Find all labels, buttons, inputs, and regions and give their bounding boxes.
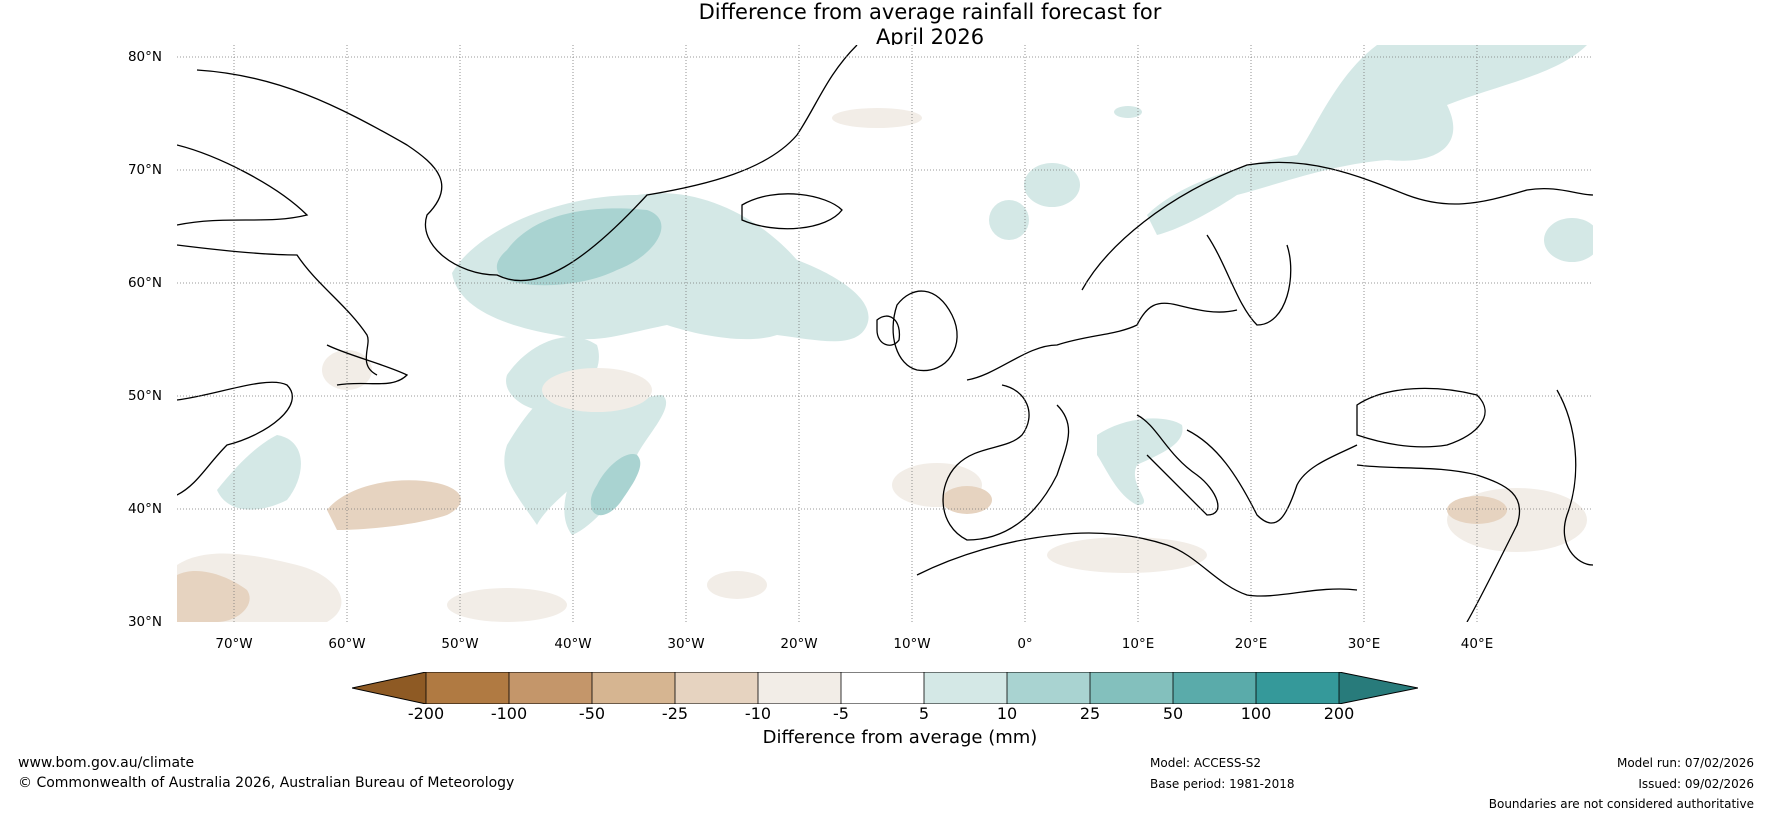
- coast-north-africa: [916, 532, 1358, 597]
- lon-label-10w: 10°W: [893, 636, 931, 652]
- colorbar-seg-neg50-neg25: [592, 672, 675, 704]
- lon-label-70w: 70°W: [215, 636, 253, 652]
- coast-baltic: [1206, 234, 1292, 326]
- lat-label-50n: 50°N: [127, 388, 162, 404]
- lat-label-80n: 80°N: [127, 49, 162, 65]
- title-line-1: Difference from average rainfall forecas…: [698, 0, 1162, 24]
- colorbar-seg-100-200: [1256, 672, 1339, 704]
- coast-ireland: [876, 315, 901, 346]
- lon-label-40w: 40°W: [554, 636, 592, 652]
- footer-base-period: Base period: 1981-2018: [1150, 777, 1295, 791]
- lon-label-30w: 30°W: [667, 636, 705, 652]
- chart-title: Difference from average rainfall forecas…: [0, 0, 1770, 50]
- dry-area-atlantic-sw-core: [177, 570, 250, 622]
- colorbar-seg-gt-200: [1339, 672, 1418, 704]
- coast-iceland: [741, 193, 843, 230]
- coast-labrador: [177, 244, 378, 376]
- lon-label-40e: 40°E: [1460, 636, 1494, 652]
- coast-europe-west: [966, 302, 1238, 381]
- colorbar-tick-neg50: -50: [578, 704, 606, 723]
- dry-patch-2: [542, 368, 652, 412]
- footer-issued: Issued: 09/02/2026: [1638, 777, 1754, 791]
- lon-label-0: 0°: [1017, 636, 1033, 652]
- wet-area-italy: [1097, 418, 1183, 505]
- colorbar-seg-10-25: [1007, 672, 1090, 704]
- wet-core-irminger: [496, 208, 662, 286]
- coast-north-america-east: [177, 381, 293, 496]
- colorbar-seg-50-100: [1173, 672, 1256, 704]
- graticule: [177, 45, 1593, 622]
- wet-patch-1: [1024, 163, 1080, 207]
- lon-label-50w: 50°W: [441, 636, 479, 652]
- wet-core-atlantic: [590, 454, 641, 516]
- coastlines: [177, 45, 1593, 622]
- coast-italy: [1136, 414, 1219, 516]
- wet-area-nova-scotia: [217, 435, 301, 510]
- coast-black-sea: [1356, 387, 1486, 448]
- colorbar-tick-25: 25: [1079, 704, 1101, 723]
- colorbar-tick-50: 50: [1162, 704, 1184, 723]
- colorbar-seg-5-10: [924, 672, 1007, 704]
- dry-patch-5: [942, 486, 992, 514]
- dry-patch-1: [832, 108, 922, 128]
- colorbar-seg-25-50: [1090, 672, 1173, 704]
- wet-patch-3: [1544, 218, 1593, 262]
- dry-patch-9: [447, 588, 567, 622]
- dry-patch-8: [1047, 537, 1207, 573]
- anomaly-shading: [177, 45, 1593, 622]
- coast-newfoundland: [326, 344, 409, 386]
- colorbar-tick-neg100: -100: [490, 704, 528, 723]
- colorbar-seg-neg5-5: [841, 672, 924, 704]
- coast-british-isles: [892, 290, 958, 372]
- footer-copyright: © Commonwealth of Australia 2026, Austra…: [18, 775, 515, 791]
- colorbar-tick-10: 10: [996, 704, 1018, 723]
- lon-label-30e: 30°E: [1347, 636, 1381, 652]
- coast-iberia: [942, 384, 1070, 541]
- rainfall-map: [177, 45, 1593, 622]
- footer-disclaimer: Boundaries are not considered authoritat…: [1488, 797, 1754, 811]
- footer-model: Model: ACCESS-S2: [1150, 756, 1262, 770]
- colorbar-tick-5: 5: [918, 704, 930, 723]
- coast-caspian: [1556, 389, 1593, 566]
- colorbar-tick-neg10: -10: [744, 704, 772, 723]
- colorbar-seg-neg100-neg50: [509, 672, 592, 704]
- lat-label-40n: 40°N: [127, 501, 162, 517]
- colorbar-seg-neg25-neg10: [675, 672, 758, 704]
- lat-label-60n: 60°N: [127, 275, 162, 291]
- coast-baffin: [177, 144, 309, 226]
- lon-label-20w: 20°W: [780, 636, 818, 652]
- footer-model-run: Model run: 07/02/2026: [1616, 756, 1754, 770]
- colorbar-seg-neg10-neg5: [758, 672, 841, 704]
- colorbar-tick-100: 100: [1240, 704, 1272, 723]
- colorbar: [352, 672, 1418, 704]
- colorbar-tick-neg25: -25: [661, 704, 689, 723]
- colorbar-tick-neg5: -5: [833, 704, 849, 723]
- colorbar-tick-200: 200: [1323, 704, 1355, 723]
- coast-turkey-levant: [1356, 464, 1521, 622]
- colorbar-label: Difference from average (mm): [762, 727, 1038, 748]
- colorbar-dividers: [425, 672, 1340, 704]
- coast-scandinavia: [1081, 161, 1593, 291]
- colorbar-seg-lt-neg200: [352, 672, 426, 704]
- coast-balkans-greece: [1186, 429, 1358, 524]
- wet-patch-2: [989, 200, 1029, 240]
- dry-patch-10: [707, 571, 767, 599]
- wet-patch-4: [1114, 106, 1142, 118]
- lon-label-10e: 10°E: [1121, 636, 1155, 652]
- coast-greenland: [196, 45, 858, 282]
- lat-label-70n: 70°N: [127, 162, 162, 178]
- lon-label-60w: 60°W: [328, 636, 366, 652]
- colorbar-seg-neg200-neg100: [426, 672, 509, 704]
- colorbar-tick-neg200: -200: [407, 704, 445, 723]
- wet-area-norway: [1147, 45, 1587, 235]
- dry-area-atlantic-south: [327, 480, 461, 530]
- lat-label-30n: 30°N: [127, 614, 162, 630]
- footer-website: www.bom.gov.au/climate: [18, 755, 195, 771]
- lon-label-20e: 20°E: [1234, 636, 1268, 652]
